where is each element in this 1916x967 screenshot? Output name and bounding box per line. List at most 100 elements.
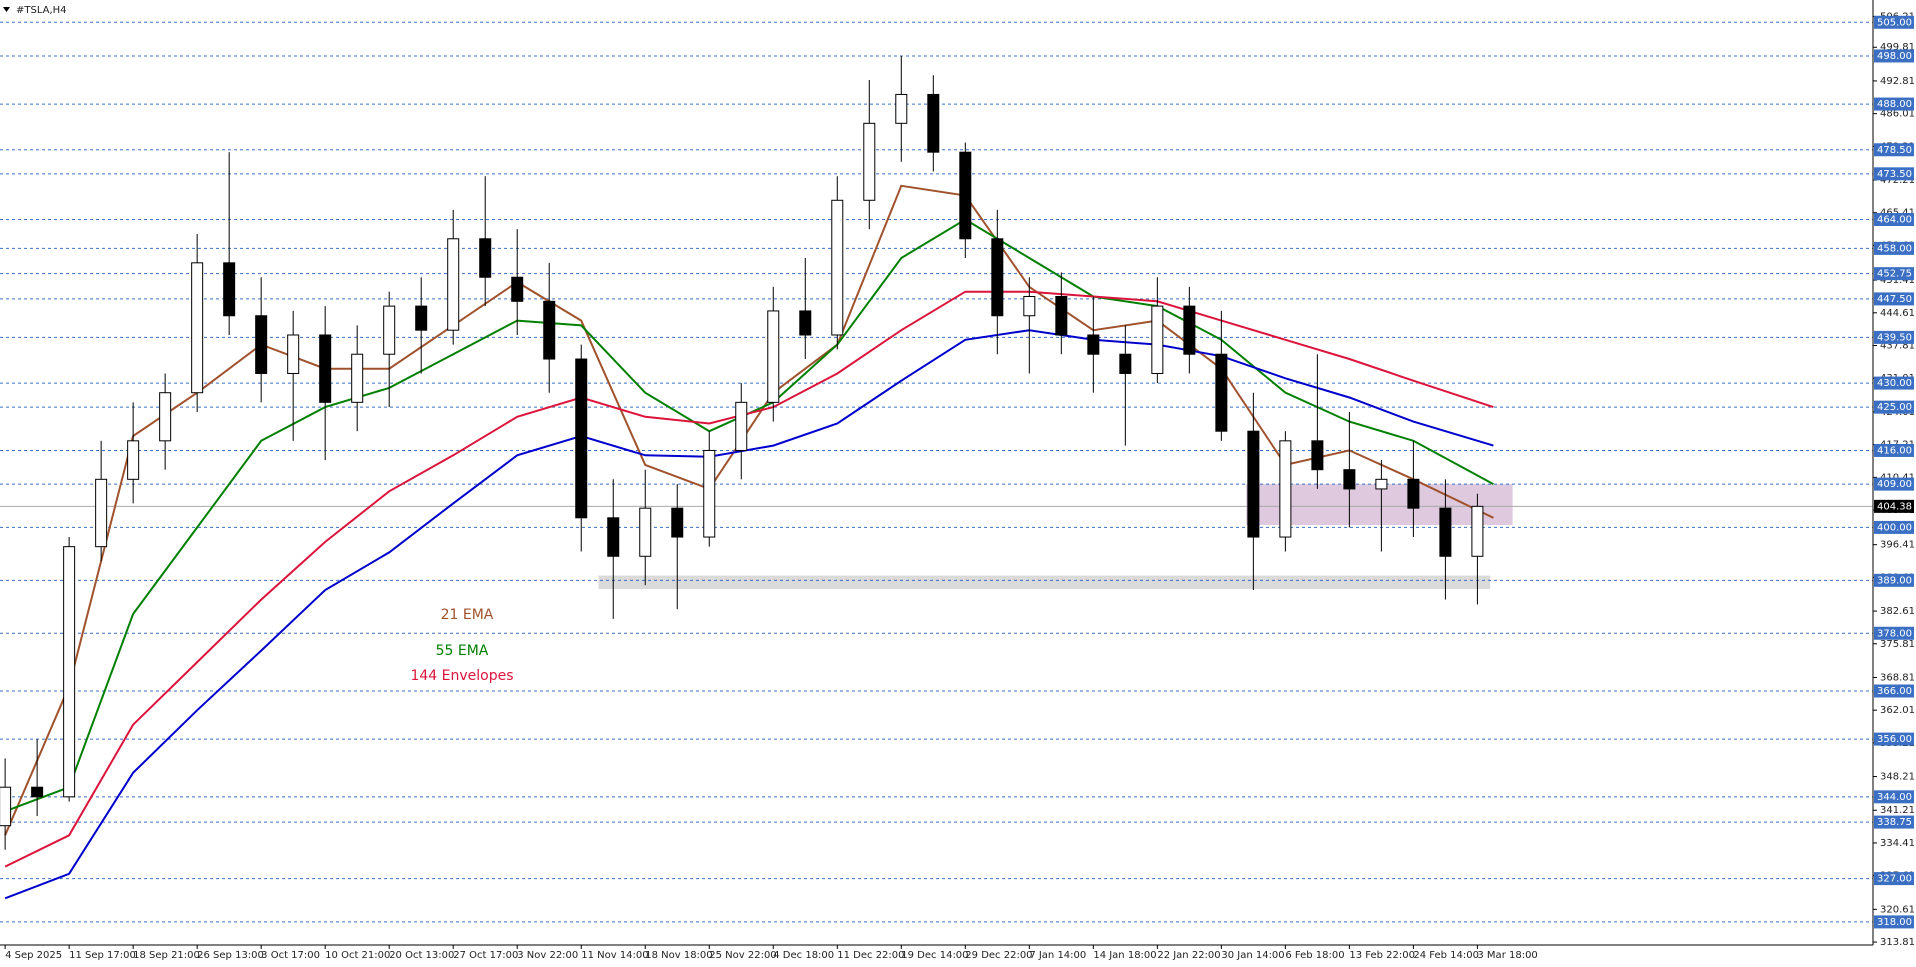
- series-label: 144 Envelopes: [410, 668, 513, 684]
- candle-body: [607, 517, 620, 557]
- candle-body: [959, 151, 972, 240]
- candle-body: [479, 238, 492, 278]
- candle-body: [511, 276, 524, 302]
- level-label-box: [1874, 330, 1914, 344]
- y-tick-label: 486.01: [1880, 109, 1915, 120]
- last-price-label: 404.38: [1877, 501, 1912, 512]
- x-tick-label: 6 Feb 18:00: [1285, 950, 1344, 961]
- level-label: 473.50: [1877, 169, 1912, 180]
- level-label-box: [1874, 815, 1914, 829]
- level-label: 458.00: [1877, 243, 1912, 254]
- level-label-box: [1874, 15, 1914, 29]
- x-tick-label: 22 Jan 22:00: [1157, 950, 1220, 961]
- y-tick-label: 451.41: [1880, 275, 1915, 286]
- labels: 506.21499.81492.81486.01479.21472.21465.…: [5, 11, 1915, 961]
- candle-body: [95, 478, 108, 548]
- y-tick-label: 348.21: [1880, 772, 1915, 783]
- level-label-box: [1874, 443, 1914, 457]
- candle-body: [703, 449, 716, 538]
- level-label-box: [1874, 626, 1914, 640]
- y-tick-label: 334.41: [1880, 838, 1915, 849]
- level-label: 488.00: [1877, 99, 1912, 110]
- x-tick-label: 10 Oct 21:00: [325, 950, 390, 961]
- level-label: 318.00: [1877, 917, 1912, 928]
- candle-body: [895, 93, 908, 124]
- x-tick-label: 30 Jan 14:00: [1221, 950, 1284, 961]
- candle-body: [1375, 478, 1388, 490]
- level-label: 409.00: [1877, 479, 1912, 490]
- candle-body: [0, 786, 12, 827]
- level-label-box: [1874, 915, 1914, 929]
- x-tick-label: 19 Dec 14:00: [901, 950, 968, 961]
- level-label: 430.00: [1877, 378, 1912, 389]
- zone: [598, 575, 1491, 589]
- candle-body: [223, 262, 236, 317]
- level-label: 338.75: [1877, 817, 1912, 828]
- x-tick-label: 3 Oct 17:00: [261, 950, 320, 961]
- level-label: 416.00: [1877, 445, 1912, 456]
- candle-body: [799, 310, 812, 336]
- x-tick-label: 27 Oct 17:00: [453, 950, 518, 961]
- level-label-box: [1874, 267, 1914, 281]
- y-tick-label: 368.81: [1880, 672, 1915, 683]
- level-label: 425.00: [1877, 402, 1912, 413]
- candle-body: [991, 238, 1004, 317]
- level-label: 378.00: [1877, 628, 1912, 639]
- candle-body: [1439, 507, 1452, 557]
- level-label: 400.00: [1877, 522, 1912, 533]
- candle-body: [927, 93, 940, 153]
- level-label-box: [1874, 97, 1914, 111]
- y-tick-label: 320.61: [1880, 904, 1915, 915]
- candle-body: [415, 305, 428, 331]
- level-label: 452.75: [1877, 269, 1912, 280]
- series-label: 21 EMA: [441, 607, 494, 623]
- y-tick-label: 313.81: [1880, 937, 1915, 948]
- candle-body: [1119, 353, 1132, 374]
- level-label: 498.00: [1877, 51, 1912, 62]
- candle-body: [1311, 440, 1324, 471]
- level-label: 478.50: [1877, 145, 1912, 156]
- chart-title: #TSLA,H4: [16, 5, 67, 16]
- candles: [0, 55, 1484, 850]
- candle-body: [1215, 353, 1228, 432]
- candle-body: [767, 310, 780, 403]
- y-tick-label: 499.81: [1880, 42, 1915, 53]
- y-tick-label: 492.81: [1880, 76, 1915, 87]
- level-label: 366.00: [1877, 686, 1912, 697]
- candle-body: [831, 199, 844, 336]
- x-tick-label: 25 Nov 22:00: [709, 950, 776, 961]
- level-label: 389.00: [1877, 575, 1912, 586]
- x-tick-label: 11 Dec 22:00: [837, 950, 904, 961]
- candle-body: [1279, 440, 1292, 538]
- level-label: 447.50: [1877, 294, 1912, 305]
- x-tick-label: 18 Nov 18:00: [645, 950, 712, 961]
- candle-body: [1471, 505, 1484, 557]
- level-label: 505.00: [1877, 17, 1912, 28]
- candle-body: [1343, 469, 1356, 490]
- x-tick-label: 11 Nov 14:00: [581, 950, 648, 961]
- x-tick-label: 11 Sep 17:00: [69, 950, 136, 961]
- y-tick-label: 362.01: [1880, 705, 1915, 716]
- candle-body: [575, 358, 588, 519]
- candle-body: [383, 305, 396, 355]
- candle-body: [127, 440, 140, 480]
- candle-body: [1247, 430, 1260, 538]
- candle-body: [671, 507, 684, 538]
- candle-body: [639, 507, 652, 557]
- level-label-box: [1874, 213, 1914, 227]
- series-label: 55 EMA: [436, 643, 489, 659]
- level-label-box: [1874, 872, 1914, 886]
- candle-body: [863, 122, 876, 201]
- candle-body: [1407, 478, 1420, 509]
- y-tick-label: 382.61: [1880, 606, 1915, 617]
- x-tick-label: 24 Feb 14:00: [1413, 950, 1479, 961]
- y-tick-label: 444.61: [1880, 308, 1915, 319]
- candle-body: [31, 786, 44, 798]
- x-tick-label: 13 Feb 22:00: [1349, 950, 1415, 961]
- x-tick-label: 7 Jan 14:00: [1029, 950, 1086, 961]
- y-tick-label: 396.41: [1880, 540, 1915, 551]
- candle-body: [1183, 305, 1196, 355]
- level-label-box: [1874, 143, 1914, 157]
